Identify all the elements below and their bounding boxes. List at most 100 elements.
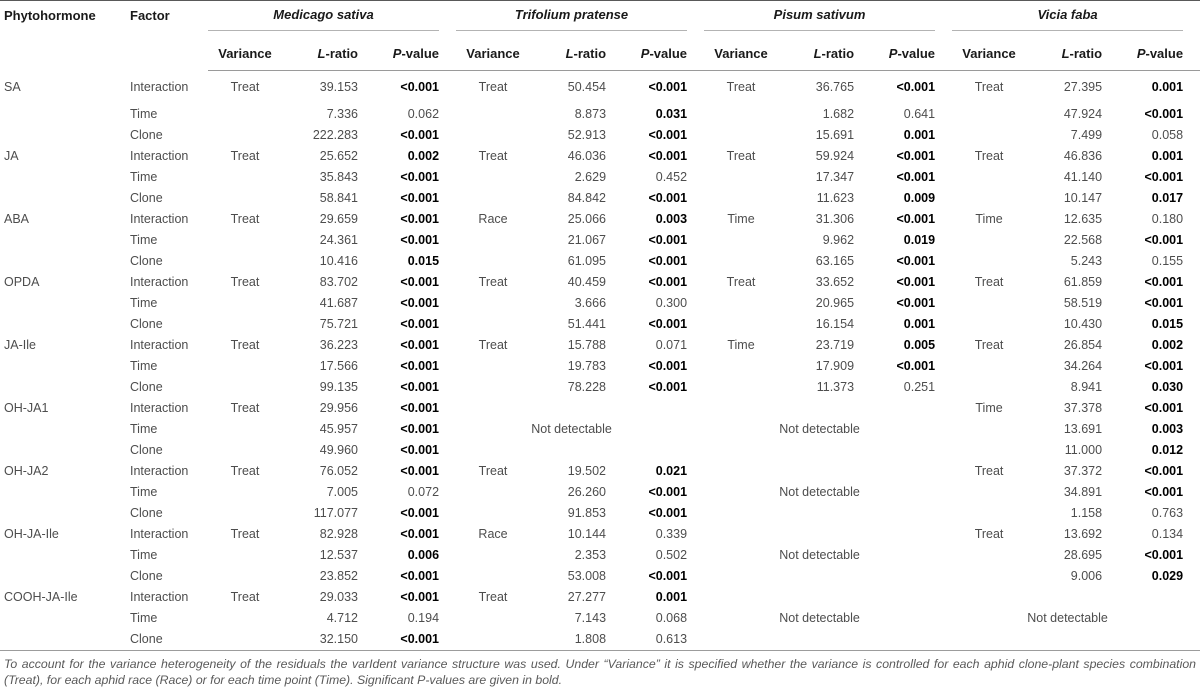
l-ratio-value: 7.005: [326, 485, 358, 499]
p-value: <0.001: [1144, 296, 1184, 310]
variance-value: [456, 251, 530, 272]
variance-value: Treat: [726, 149, 756, 163]
variance-value: [704, 230, 778, 251]
p-value: 0.071: [655, 338, 688, 352]
species-name: Trifolium pratense: [456, 7, 688, 31]
table-row: Time 7.336 0.062 8.873 0.031 1.682 0.641 47.924…: [0, 104, 1200, 125]
p-value: <0.001: [400, 527, 440, 541]
variance-column-header: Variance: [704, 37, 779, 71]
p-value: <0.001: [896, 170, 936, 184]
p-value: <0.001: [1144, 233, 1184, 247]
variance-value: Treat: [230, 401, 260, 415]
variance-value: [952, 545, 1026, 566]
factor-label: Time: [130, 296, 158, 310]
phytohormone-label: [0, 440, 126, 461]
l-ratio-value: 82.928: [319, 527, 358, 541]
variance-value: [456, 545, 530, 566]
l-ratio-column-header: L-ratio: [282, 37, 368, 71]
p-value: 0.015: [407, 254, 440, 268]
variance-value: [952, 482, 1026, 503]
variance-value: Treat: [974, 338, 1004, 352]
species-group-header: Vicia faba: [952, 1, 1200, 38]
variance-value: [704, 251, 778, 272]
variance-value: Treat: [230, 527, 260, 541]
p-value: <0.001: [1144, 464, 1184, 478]
l-ratio-value: 45.957: [319, 422, 358, 436]
p-value: 0.641: [903, 107, 936, 121]
l-ratio-value: 91.853: [567, 506, 607, 520]
l-ratio-value: 23.719: [815, 338, 855, 352]
variance-value: [456, 629, 530, 651]
p-value: 0.012: [1151, 443, 1184, 457]
l-ratio-value: 53.008: [567, 569, 607, 583]
l-ratio-value: 9.006: [1070, 569, 1103, 583]
variance-value: [208, 608, 282, 629]
l-ratio-value: 32.150: [319, 632, 358, 646]
variance-value: [704, 293, 778, 314]
variance-value: Treat: [230, 212, 260, 226]
p-value: <0.001: [400, 128, 440, 142]
l-ratio-value: 1.808: [574, 632, 607, 646]
factor-label: Clone: [130, 128, 163, 142]
table-body: SA Interaction Treat 39.153 <0.001 Treat 50.45…: [0, 71, 1200, 651]
variance-value: [208, 167, 282, 188]
p-value: 0.001: [655, 590, 688, 604]
species-group-header: Pisum sativum: [704, 1, 952, 38]
p-value: 0.002: [1151, 338, 1184, 352]
empty-cell: [704, 524, 952, 545]
variance-value: [456, 188, 530, 209]
table-row: OH-JA2 Interaction Treat 76.052 <0.001 Treat 1…: [0, 461, 1200, 482]
factor-label: Interaction: [130, 401, 189, 415]
l-ratio-value: 10.147: [1063, 191, 1103, 205]
p-value: 0.031: [655, 107, 688, 121]
p-value: <0.001: [400, 317, 440, 331]
l-ratio-value: 9.962: [822, 233, 855, 247]
table-row: Time 12.537 0.006 2.353 0.502 Not detectable 2…: [0, 545, 1200, 566]
p-value: <0.001: [400, 275, 440, 289]
l-ratio-value: 28.695: [1063, 548, 1103, 562]
variance-value: [208, 251, 282, 272]
table-row: Time 35.843 <0.001 2.629 0.452 17.347 <0.001 41…: [0, 167, 1200, 188]
l-ratio-value: 39.153: [319, 80, 358, 94]
l-ratio-value: 59.924: [815, 149, 855, 163]
l-ratio-value: 36.223: [319, 338, 358, 352]
p-value: <0.001: [400, 569, 440, 583]
empty-cell: [456, 398, 704, 419]
p-value: <0.001: [400, 422, 440, 436]
table-row: SA Interaction Treat 39.153 <0.001 Treat 50.45…: [0, 71, 1200, 105]
table-footnote: To account for the variance heterogeneit…: [4, 657, 1196, 687]
phytohormone-label: OH-JA2: [4, 464, 49, 478]
species-group-header: Trifolium pratense: [456, 1, 704, 38]
factor-label: Time: [130, 170, 158, 184]
phytohormone-label: [0, 377, 126, 398]
variance-value: [456, 230, 530, 251]
table-row: Clone 117.077 <0.001 91.853 <0.001 1.158 0.763: [0, 503, 1200, 524]
l-ratio-value: 58.841: [319, 191, 358, 205]
table-row: Time 7.005 0.072 26.260 <0.001 Not detectable…: [0, 482, 1200, 503]
l-ratio-value: 99.135: [319, 380, 358, 394]
l-ratio-value: 117.077: [313, 506, 358, 520]
l-ratio-value: 29.956: [319, 401, 358, 415]
factor-label: Interaction: [130, 212, 189, 226]
phytohormone-label: [0, 251, 126, 272]
p-value: 0.029: [1151, 569, 1184, 583]
l-ratio-value: 37.372: [1063, 464, 1103, 478]
variance-value: [208, 545, 282, 566]
p-value: <0.001: [400, 233, 440, 247]
factor-label: Interaction: [130, 79, 189, 94]
variance-value: Treat: [230, 464, 260, 478]
phytohormone-label: [0, 314, 126, 335]
phytohormone-label: [0, 629, 126, 651]
phytohormone-label: JA: [4, 149, 19, 163]
p-value: 0.613: [655, 632, 688, 646]
p-value: 0.009: [903, 191, 936, 205]
variance-value: [208, 503, 282, 524]
l-ratio-column-header: L-ratio: [530, 37, 617, 71]
l-ratio-value: 17.909: [815, 359, 855, 373]
table-row: JA Interaction Treat 25.652 0.002 Treat 46.036…: [0, 146, 1200, 167]
variance-value: [952, 251, 1026, 272]
phytohormone-label: OPDA: [4, 275, 40, 289]
phytohormone-label: [0, 188, 126, 209]
l-ratio-value: 11.623: [816, 191, 855, 205]
factor-label: Clone: [130, 569, 163, 583]
